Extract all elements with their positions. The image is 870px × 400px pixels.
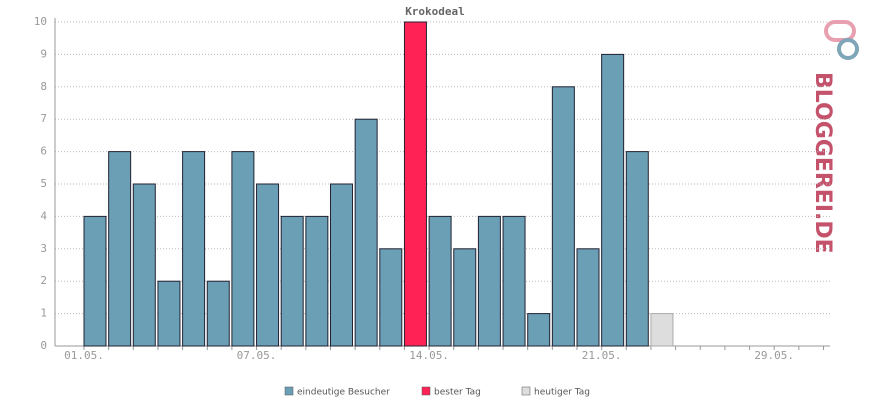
y-tick-label: 4: [40, 209, 47, 222]
bar: [379, 248, 403, 347]
legend-swatch: [421, 386, 431, 396]
bar: [280, 215, 304, 347]
bar: [527, 313, 551, 347]
legend-swatch: [521, 386, 531, 396]
x-tick-label: 07.05.: [237, 349, 277, 362]
legend-swatch: [284, 386, 294, 396]
bar: [330, 183, 353, 347]
bar: [108, 151, 132, 347]
bar: [132, 183, 156, 347]
bar: [477, 215, 501, 347]
x-tick-label: 29.05.: [754, 349, 794, 362]
legend-label: bester Tag: [434, 388, 481, 398]
y-tick-label: 1: [40, 307, 47, 320]
bar: [625, 151, 649, 347]
y-tick-label: 10: [34, 15, 47, 28]
legend-label: eindeutige Besucher: [297, 388, 390, 398]
y-tick-label: 3: [40, 242, 47, 255]
y-tick-label: 5: [40, 177, 47, 190]
bar: [305, 215, 329, 347]
x-tick-label: 21.05.: [582, 349, 622, 362]
chart-title: Krokodeal: [405, 5, 465, 18]
y-tick-label: 6: [40, 145, 47, 158]
y-tick-label: 7: [40, 112, 47, 125]
y-tick-label: 0: [40, 339, 47, 352]
bar: [354, 118, 378, 347]
bar: [206, 280, 230, 347]
y-tick-label: 9: [40, 47, 47, 60]
y-tick-label: 8: [40, 80, 47, 93]
bar: [256, 183, 280, 347]
logo-text: BLOGGEREI.DE: [810, 72, 835, 254]
bar: [601, 53, 625, 347]
bar: [403, 21, 427, 347]
y-tick-label: 2: [40, 274, 47, 287]
bar: [453, 248, 477, 347]
bar: [576, 248, 600, 347]
logo: BLOGGEREI.DE: [810, 20, 859, 254]
bar: [650, 313, 674, 347]
bar: [502, 215, 526, 347]
x-tick-label: 14.05.: [409, 349, 449, 362]
bar: [428, 215, 452, 347]
bar: [231, 151, 255, 347]
bar: [551, 86, 575, 347]
bar: [83, 215, 107, 347]
bar: [182, 151, 206, 347]
x-tick-label: 01.05.: [64, 349, 104, 362]
legend-label: heutiger Tag: [534, 388, 590, 398]
bar: [157, 280, 181, 347]
